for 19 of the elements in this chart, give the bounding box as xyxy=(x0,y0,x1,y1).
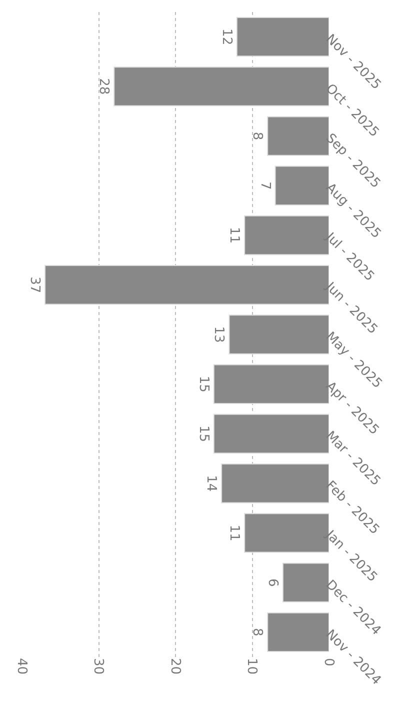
data-label: 11 xyxy=(226,226,242,244)
x-tick-label: 10 xyxy=(244,658,260,675)
bar xyxy=(114,66,329,106)
x-tick-label: 40 xyxy=(14,658,29,675)
data-label: 15 xyxy=(196,425,211,442)
data-label: 8 xyxy=(250,132,265,140)
x-tick-label: 0 xyxy=(320,658,336,666)
data-label: 14 xyxy=(204,475,219,492)
data-label: 28 xyxy=(96,78,112,95)
data-label: 37 xyxy=(27,276,42,294)
data-label: 8 xyxy=(250,628,265,636)
x-tick-label: 20 xyxy=(167,658,182,675)
data-label: 6 xyxy=(264,578,280,587)
data-label: 15 xyxy=(196,376,211,392)
data-label: 7 xyxy=(257,182,272,190)
x-tick-label: 30 xyxy=(90,658,106,675)
data-label: 12 xyxy=(218,28,234,46)
data-label: 11 xyxy=(226,524,242,542)
data-label: 13 xyxy=(211,326,226,343)
